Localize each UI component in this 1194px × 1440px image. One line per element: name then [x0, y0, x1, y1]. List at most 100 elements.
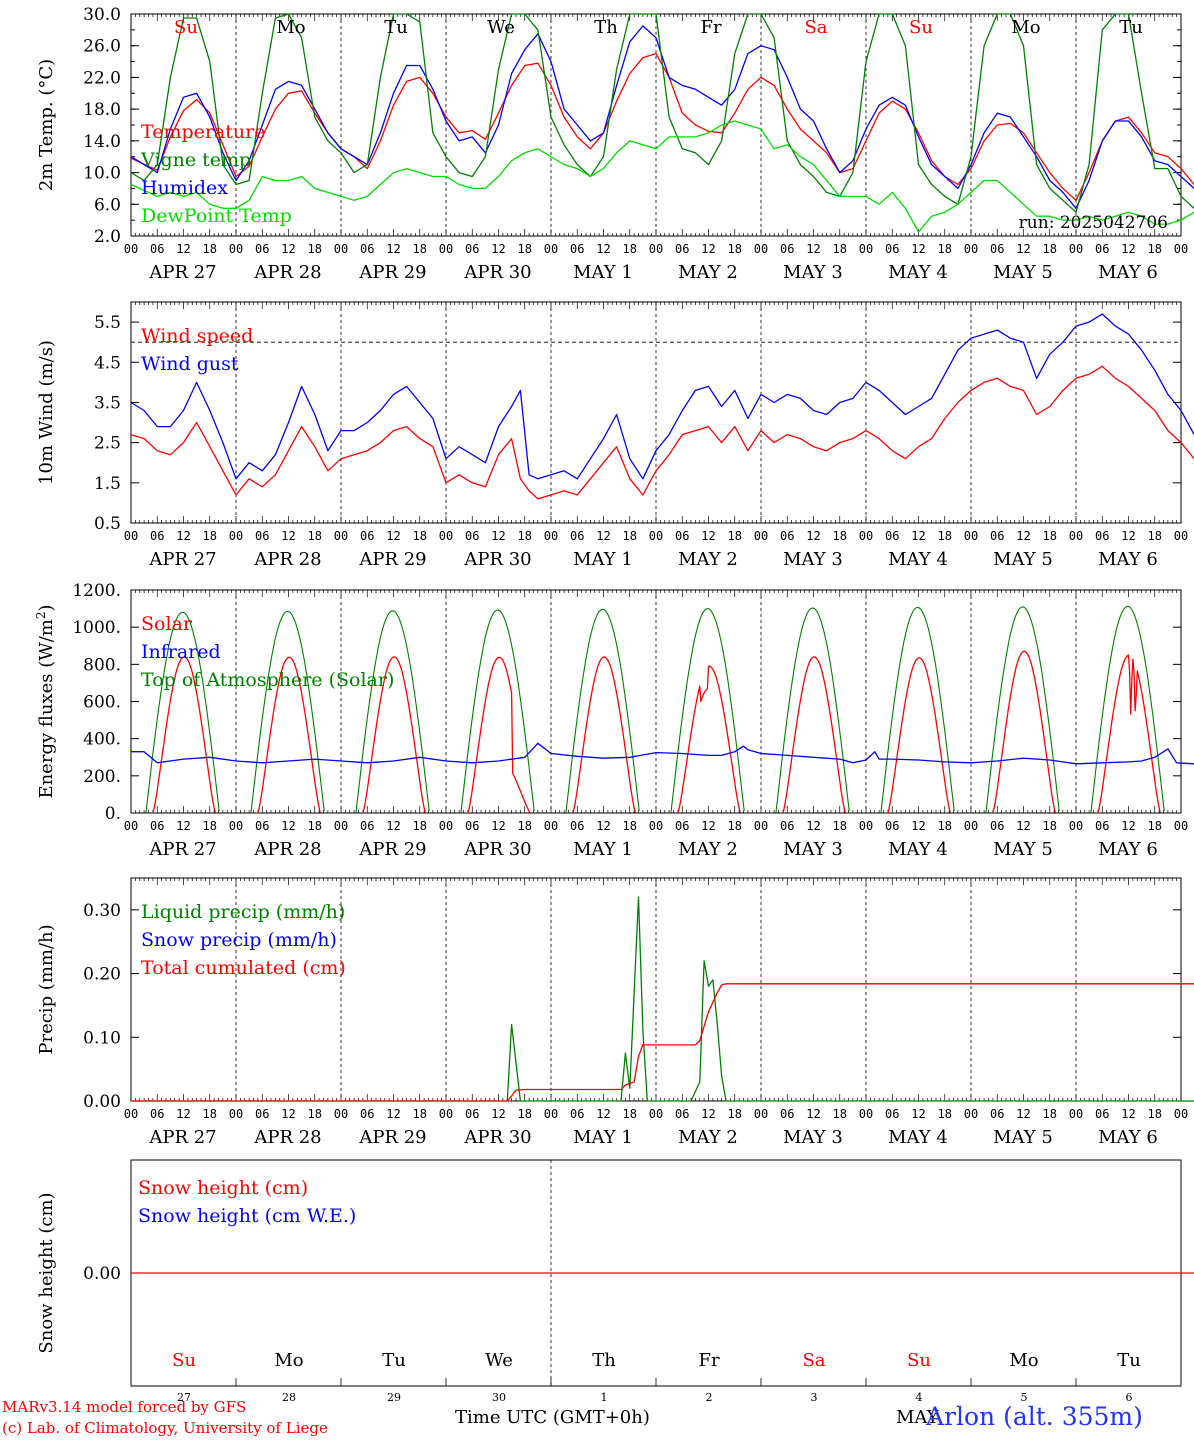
weekday-label: We [485, 1350, 513, 1371]
temperature-series [130, 52, 1194, 201]
hour-tick-label: 18 [833, 529, 847, 543]
hour-tick-label: 00 [229, 529, 243, 543]
wind-speed-series [130, 365, 1194, 500]
day-label: MAY 1 [573, 1127, 633, 1148]
hour-tick-label: 18 [203, 529, 217, 543]
legend-item-infrared: Infrared [141, 641, 221, 663]
hour-tick-label: 06 [990, 242, 1004, 256]
hour-tick-label: 06 [360, 529, 374, 543]
hour-tick-label: 18 [1148, 529, 1162, 543]
hour-tick-label: 06 [675, 242, 689, 256]
hour-tick-label: 18 [623, 529, 637, 543]
hour-tick-label: 06 [465, 242, 479, 256]
hour-tick-label: 12 [491, 819, 505, 833]
y-tick-label: 800. [83, 655, 121, 675]
day-label: APR 28 [253, 1127, 321, 1148]
weekday-label: Mo [274, 1350, 303, 1371]
day-number-label: 1 [601, 1391, 608, 1404]
hour-tick-label: 18 [623, 819, 637, 833]
hour-tick-label: 00 [649, 529, 663, 543]
toa-solar-series-day-2 [250, 610, 325, 814]
hour-tick-label: 18 [518, 242, 532, 256]
day-label: MAY 3 [783, 549, 843, 570]
hour-tick-label: 06 [465, 1107, 479, 1121]
hour-tick-label: 00 [754, 242, 768, 256]
legend-item-humidex: Humidex [141, 177, 228, 199]
hour-tick-label: 06 [570, 819, 584, 833]
humidex-series [130, 25, 1194, 209]
day-label: APR 30 [463, 549, 531, 570]
hour-tick-label: 06 [990, 529, 1004, 543]
y-tick-label: 1000. [72, 618, 121, 638]
y-tick-label: 10.0 [83, 164, 121, 184]
hour-tick-label: 18 [203, 242, 217, 256]
y-axis-label: 2m Temp. (°C) [36, 59, 57, 191]
hour-tick-label: 00 [334, 819, 348, 833]
hour-tick-label: 12 [281, 242, 295, 256]
y-axis-label: 10m Wind (m/s) [36, 340, 57, 485]
y-tick-label: 6.0 [94, 195, 121, 215]
day-label: APR 29 [358, 549, 426, 570]
hour-tick-label: 00 [1069, 819, 1083, 833]
y-tick-label: 26.0 [83, 37, 121, 57]
day-label: MAY 4 [888, 839, 948, 860]
hour-tick-label: 00 [124, 242, 138, 256]
day-number-label: 6 [1126, 1391, 1133, 1404]
hour-tick-label: 18 [1043, 529, 1057, 543]
hour-tick-label: 12 [911, 529, 925, 543]
y-tick-label: 1.5 [94, 474, 121, 494]
hour-tick-label: 18 [728, 1107, 742, 1121]
hour-tick-label: 12 [1016, 819, 1030, 833]
hour-tick-label: 06 [255, 819, 269, 833]
day-label: APR 27 [148, 549, 216, 570]
day-label: MAY 3 [783, 1127, 843, 1148]
hour-tick-label: 00 [1174, 1107, 1188, 1121]
y-tick-label: 4.5 [94, 353, 121, 373]
hour-tick-label: 06 [990, 1107, 1004, 1121]
solar-series-day-5 [572, 656, 636, 814]
hour-tick-label: 18 [623, 242, 637, 256]
hour-tick-label: 18 [938, 242, 952, 256]
hour-tick-label: 00 [649, 242, 663, 256]
hour-tick-label: 12 [1121, 1107, 1135, 1121]
day-number-label: 30 [492, 1391, 506, 1404]
solar-series-day-7 [782, 656, 846, 814]
hour-tick-label: 06 [1095, 1107, 1109, 1121]
day-label: MAY 2 [678, 262, 738, 283]
hour-tick-label: 00 [229, 1107, 243, 1121]
weekday-label: Mo [1009, 1350, 1038, 1371]
day-label: MAY 6 [1098, 839, 1158, 860]
toa-solar-series-day-5 [565, 608, 640, 814]
day-number-label: 3 [811, 1391, 818, 1404]
hour-tick-label: 06 [465, 529, 479, 543]
weekday-label: Su [909, 17, 933, 38]
y-axis-label: Energy fluxes (W/m2) [34, 604, 57, 798]
y-tick-label: 5.5 [94, 313, 121, 333]
hour-tick-label: 18 [413, 819, 427, 833]
hour-tick-label: 18 [518, 529, 532, 543]
hour-tick-label: 18 [308, 819, 322, 833]
hour-tick-label: 18 [413, 242, 427, 256]
legend-item-solar: Solar [141, 613, 193, 635]
toa-solar-series-day-8 [880, 606, 955, 814]
hour-tick-label: 18 [938, 529, 952, 543]
toa-solar-series-day-3 [355, 610, 430, 814]
hour-tick-label: 00 [649, 1107, 663, 1121]
hour-tick-label: 00 [1069, 242, 1083, 256]
hour-tick-label: 00 [124, 529, 138, 543]
hour-tick-label: 00 [1069, 529, 1083, 543]
solar-series-day-1 [152, 656, 216, 814]
solar-series-day-6 [677, 665, 741, 814]
hour-tick-label: 12 [176, 529, 190, 543]
hour-tick-label: 18 [1043, 1107, 1057, 1121]
hour-tick-label: 18 [1148, 242, 1162, 256]
hour-tick-label: 06 [1095, 242, 1109, 256]
solar-series-day-10 [1097, 654, 1161, 814]
day-label: APR 30 [463, 262, 531, 283]
hour-tick-label: 00 [964, 819, 978, 833]
credit-model: MARv3.14 model forced by GFS [2, 1398, 247, 1416]
hour-tick-label: 06 [360, 242, 374, 256]
hour-tick-label: 18 [1148, 819, 1162, 833]
hour-tick-label: 18 [833, 242, 847, 256]
hour-tick-label: 00 [124, 1107, 138, 1121]
